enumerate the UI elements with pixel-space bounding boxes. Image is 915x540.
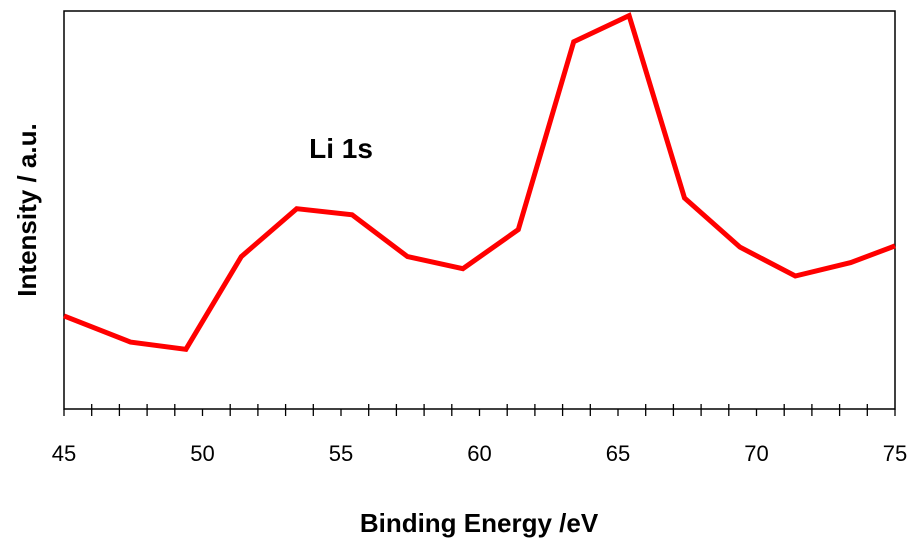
peak-annotation: Li 1s [309, 133, 373, 164]
x-ticks [63, 404, 896, 416]
x-tick-label: 45 [52, 441, 76, 466]
x-tick-label: 70 [744, 441, 768, 466]
series-line [63, 12, 896, 352]
x-tick-label: 65 [606, 441, 630, 466]
x-axis-title: Binding Energy /eV [360, 508, 599, 538]
x-tick-labels: 45 50 55 60 65 70 75 [52, 441, 907, 466]
x-tick-label: 50 [190, 441, 214, 466]
x-tick-label: 55 [329, 441, 353, 466]
x-tick-label: 60 [467, 441, 491, 466]
peak-annotation: Ti 3s [586, 0, 649, 1]
y-axis-title: Intensity / a.u. [12, 123, 42, 296]
x-tick-label: 75 [883, 441, 907, 466]
annotations: Li 1s Ti 3s [309, 0, 650, 164]
